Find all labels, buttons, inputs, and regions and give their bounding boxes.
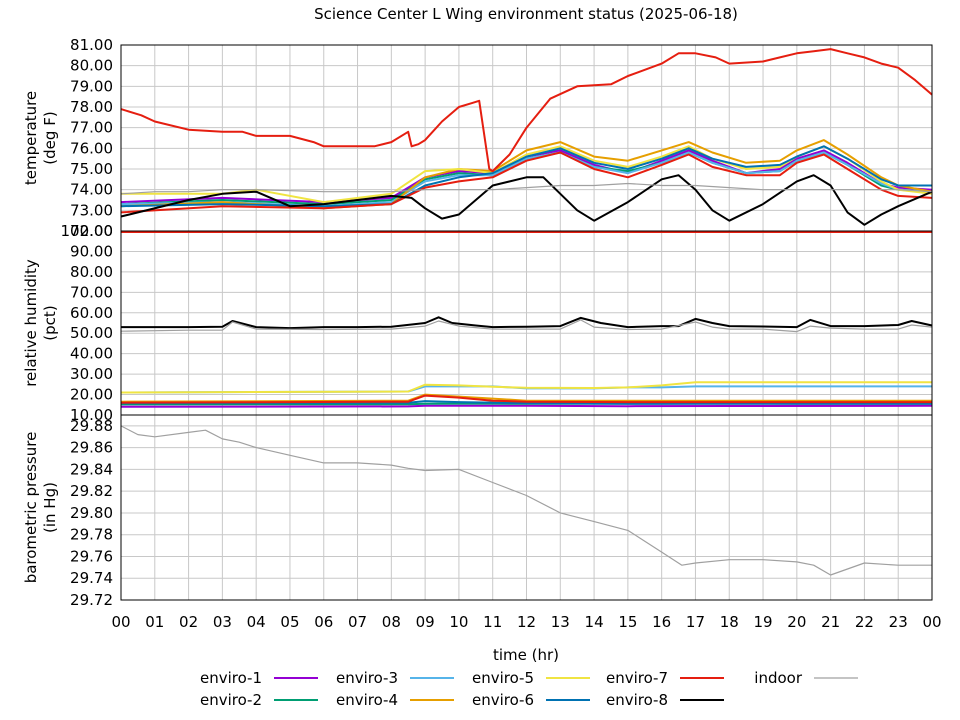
y-tick-label-pressure: 29.74 xyxy=(70,569,113,587)
series-line-enviro-8 xyxy=(120,174,933,226)
y-tick-label-pressure: 29.86 xyxy=(70,439,113,457)
y-tick-label-humidity: 50.00 xyxy=(70,324,113,342)
y-tick-label-temperature: 79.00 xyxy=(70,77,113,95)
legend-item: indoor xyxy=(754,669,858,687)
y-tick-label-temperature: 80.00 xyxy=(70,57,113,75)
legend-label: enviro-5 xyxy=(472,669,534,687)
y-tick-label-pressure: 29.80 xyxy=(70,504,113,522)
y-axis-label-pressure: (in Hg) xyxy=(41,482,59,533)
x-tick-label: 11 xyxy=(483,613,502,631)
legend-item: enviro-8 xyxy=(606,691,724,709)
legend-item: enviro-7 xyxy=(606,669,724,687)
x-tick-label: 21 xyxy=(821,613,840,631)
y-tick-label-pressure: 29.82 xyxy=(70,482,113,500)
legend-item: enviro-4 xyxy=(336,691,454,709)
x-tick-label: 07 xyxy=(348,613,367,631)
x-tick-label: 04 xyxy=(247,613,266,631)
series-line-indoor xyxy=(120,425,932,576)
y-tick-label-temperature: 77.00 xyxy=(70,119,113,137)
y-tick-label-pressure: 29.88 xyxy=(70,417,113,435)
x-tick-label: 23 xyxy=(889,613,908,631)
legend-item: enviro-6 xyxy=(472,691,590,709)
y-tick-label-temperature: 74.00 xyxy=(70,181,113,199)
legend-label: enviro-8 xyxy=(606,691,668,709)
y-tick-label-humidity: 30.00 xyxy=(70,365,113,383)
legend-item: enviro-1 xyxy=(200,669,318,687)
x-tick-label: 14 xyxy=(585,613,604,631)
y-tick-label-pressure: 29.78 xyxy=(70,526,113,544)
legend-label: enviro-1 xyxy=(200,669,262,687)
legend-label: enviro-4 xyxy=(336,691,398,709)
y-axis-label-temperature: (deg F) xyxy=(41,111,59,164)
legend-label: enviro-2 xyxy=(200,691,262,709)
y-tick-label-pressure: 29.72 xyxy=(70,591,113,609)
x-tick-label: 10 xyxy=(449,613,468,631)
legend-item: enviro-5 xyxy=(472,669,590,687)
series-line-indoor xyxy=(120,182,933,195)
x-tick-label: 03 xyxy=(213,613,232,631)
chart-title: Science Center L Wing environment status… xyxy=(314,5,738,23)
series-line-enviro-7 xyxy=(120,394,932,404)
y-tick-label-humidity: 10.00 xyxy=(70,406,113,424)
legend: enviro-1 enviro-2 enviro-3 enviro-4 enviro-5… xyxy=(200,669,858,709)
y-axis-label-humidity: relative humidity xyxy=(22,259,40,387)
series-line-enviro-8 xyxy=(121,316,933,330)
x-axis-label: time (hr) xyxy=(493,646,559,664)
y-tick-label-temperature: 73.00 xyxy=(70,201,113,219)
y-tick-label-humidity: 60.00 xyxy=(70,304,113,322)
legend-item: enviro-3 xyxy=(336,669,454,687)
y-tick-label-temperature: 76.00 xyxy=(70,139,113,157)
x-tick-label: 18 xyxy=(720,613,739,631)
y-tick-label-humidity: 90.00 xyxy=(70,242,113,260)
legend-label: enviro-7 xyxy=(606,669,668,687)
data-series xyxy=(120,48,933,576)
y-tick-label-temperature: 72.00 xyxy=(70,222,113,240)
tick-labels: 00 01 02 03 04 05 06 07 08 09 10 11 12 13 14 15 16 17 18 19… xyxy=(61,36,942,631)
x-tick-label: 13 xyxy=(551,613,570,631)
y-tick-label-humidity: 80.00 xyxy=(70,263,113,281)
y-tick-label-humidity: 70.00 xyxy=(70,283,113,301)
x-tick-label: 00 xyxy=(922,613,941,631)
y-tick-label-pressure: 29.76 xyxy=(70,547,113,565)
legend-item: enviro-2 xyxy=(200,691,318,709)
plot-frame-pressure xyxy=(120,414,933,601)
y-axis-labels: temperature (deg F) relative humidity (pct)… xyxy=(22,91,59,583)
y-tick-label-pressure: 29.84 xyxy=(70,460,113,478)
y-axis-label-humidity: (pct) xyxy=(41,305,59,340)
series-line-indoor xyxy=(120,319,933,333)
x-tick-label: 08 xyxy=(382,613,401,631)
x-tick-label: 00 xyxy=(111,613,130,631)
y-tick-label-temperature: 75.00 xyxy=(70,160,113,178)
x-tick-label: 20 xyxy=(787,613,806,631)
x-tick-label: 09 xyxy=(416,613,435,631)
y-tick-label-humidity: 20.00 xyxy=(70,386,113,404)
x-tick-label: 16 xyxy=(652,613,671,631)
legend-label: enviro-6 xyxy=(472,691,534,709)
x-tick-label: 02 xyxy=(179,613,198,631)
x-tick-label: 15 xyxy=(618,613,637,631)
x-tick-label: 06 xyxy=(314,613,333,631)
y-axis-label-temperature: temperature xyxy=(22,91,40,185)
legend-label: enviro-3 xyxy=(336,669,398,687)
series-line-enviro-6 xyxy=(120,400,932,405)
x-tick-label: 01 xyxy=(145,613,164,631)
series-line-enviro-5 xyxy=(120,381,932,394)
y-tick-label-temperature: 81.00 xyxy=(70,36,113,54)
series-line-enviro-7 xyxy=(120,151,933,214)
series-line-enviro-1 xyxy=(120,404,933,408)
y-tick-label-humidity: 100.00 xyxy=(61,222,114,240)
y-tick-label-temperature: 78.00 xyxy=(70,98,113,116)
x-tick-label: 17 xyxy=(686,613,705,631)
y-axis-label-pressure: barometric pressure xyxy=(22,432,40,584)
series-line-enviro-7-red-trace- xyxy=(120,48,933,173)
x-tick-label: 12 xyxy=(517,613,536,631)
y-tick-label-humidity: 40.00 xyxy=(70,345,113,363)
x-tick-label: 05 xyxy=(280,613,299,631)
x-tick-label: 19 xyxy=(753,613,772,631)
x-tick-label: 22 xyxy=(855,613,874,631)
legend-label: indoor xyxy=(754,669,803,687)
plot-frames xyxy=(120,44,933,601)
